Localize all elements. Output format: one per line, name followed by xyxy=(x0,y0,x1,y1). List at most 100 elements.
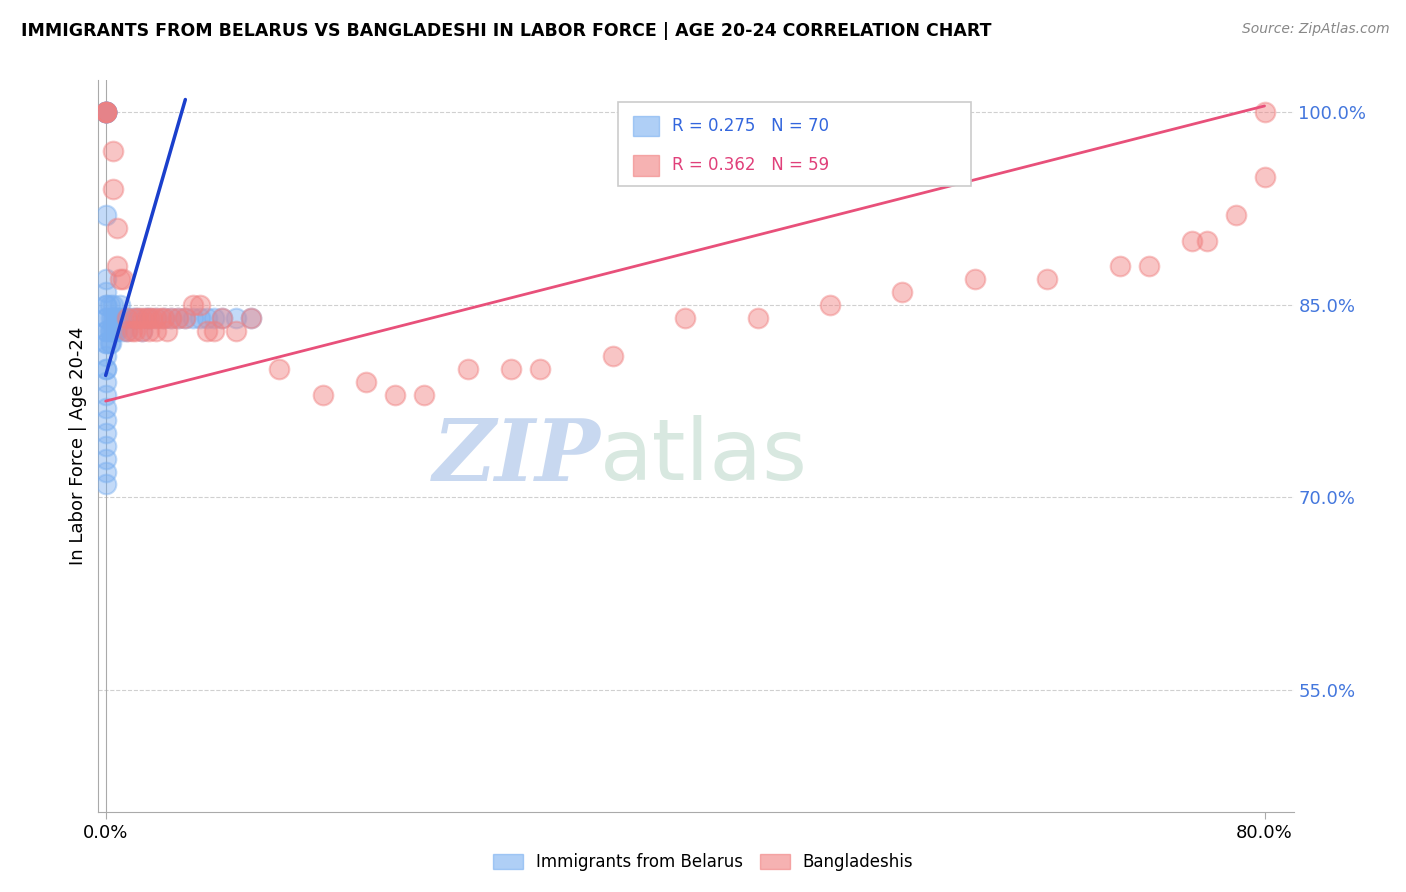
Point xyxy=(101,182,124,196)
Point xyxy=(94,105,117,120)
Point xyxy=(145,310,167,325)
Point xyxy=(117,324,139,338)
Point xyxy=(135,310,157,325)
Point xyxy=(131,324,153,338)
Point xyxy=(94,105,117,120)
Point xyxy=(94,426,117,441)
Point xyxy=(121,324,143,338)
Point xyxy=(181,310,204,325)
Point xyxy=(103,310,125,325)
Point xyxy=(108,272,131,286)
Point xyxy=(105,324,128,338)
Point xyxy=(356,375,378,389)
Point xyxy=(413,387,436,401)
Point xyxy=(145,324,167,338)
Point xyxy=(98,298,121,312)
Point xyxy=(94,105,117,120)
Point xyxy=(1137,260,1160,274)
Point xyxy=(101,324,124,338)
Point xyxy=(112,324,135,338)
Point xyxy=(94,413,117,427)
Point xyxy=(112,272,135,286)
Text: R = 0.362   N = 59: R = 0.362 N = 59 xyxy=(672,156,830,174)
Point xyxy=(160,310,183,325)
Point xyxy=(1253,105,1275,120)
Point xyxy=(195,310,218,325)
Point xyxy=(127,310,149,325)
Point xyxy=(100,324,122,338)
Point xyxy=(94,105,117,120)
Point xyxy=(1181,234,1204,248)
Point xyxy=(117,310,139,325)
Point xyxy=(100,336,122,351)
Point xyxy=(103,324,125,338)
Point xyxy=(1108,260,1130,274)
Point xyxy=(100,310,122,325)
Point xyxy=(131,310,153,325)
Point xyxy=(98,324,121,338)
Point xyxy=(94,465,117,479)
Point xyxy=(1225,208,1247,222)
Point xyxy=(145,310,167,325)
Point xyxy=(94,401,117,415)
Point xyxy=(312,387,335,401)
Point xyxy=(112,310,135,325)
Point xyxy=(101,144,124,158)
Point xyxy=(138,310,160,325)
Text: ZIP: ZIP xyxy=(433,415,600,499)
Point xyxy=(94,285,117,299)
Point xyxy=(124,324,146,338)
Text: R = 0.275   N = 70: R = 0.275 N = 70 xyxy=(672,117,830,135)
Point xyxy=(94,451,117,466)
Point xyxy=(138,310,160,325)
Point xyxy=(94,298,117,312)
Point xyxy=(131,324,153,338)
Point xyxy=(94,105,117,120)
Point xyxy=(501,362,523,376)
Point xyxy=(211,310,233,325)
Point xyxy=(602,349,624,363)
Point xyxy=(167,310,190,325)
Point xyxy=(94,105,117,120)
Point xyxy=(239,310,262,325)
Point xyxy=(225,324,247,338)
Point xyxy=(94,336,117,351)
Point xyxy=(225,310,247,325)
Point xyxy=(202,310,225,325)
Point xyxy=(94,310,117,325)
Point xyxy=(94,439,117,453)
Point xyxy=(121,310,143,325)
Text: atlas: atlas xyxy=(600,416,808,499)
Point xyxy=(94,105,117,120)
Point xyxy=(94,105,117,120)
Point xyxy=(155,324,177,338)
Point xyxy=(94,387,117,401)
Point xyxy=(117,310,139,325)
Point xyxy=(108,310,131,325)
FancyBboxPatch shape xyxy=(619,103,972,186)
Point xyxy=(94,362,117,376)
Point xyxy=(1253,169,1275,184)
Point xyxy=(188,310,211,325)
Point xyxy=(124,310,146,325)
Point xyxy=(94,362,117,376)
Point xyxy=(101,310,124,325)
Point xyxy=(94,324,117,338)
Point xyxy=(104,310,127,325)
Point xyxy=(384,387,406,401)
Point xyxy=(529,362,551,376)
Point xyxy=(104,324,127,338)
Point xyxy=(747,310,769,325)
Point xyxy=(105,310,128,325)
Text: IMMIGRANTS FROM BELARUS VS BANGLADESHI IN LABOR FORCE | AGE 20-24 CORRELATION CH: IMMIGRANTS FROM BELARUS VS BANGLADESHI I… xyxy=(21,22,991,40)
Point xyxy=(124,310,146,325)
Point xyxy=(818,298,841,312)
Point xyxy=(107,310,129,325)
Point xyxy=(202,324,225,338)
Point xyxy=(94,349,117,363)
FancyBboxPatch shape xyxy=(633,155,659,176)
Point xyxy=(94,324,117,338)
Point xyxy=(94,105,117,120)
Point xyxy=(101,298,124,312)
Point xyxy=(127,310,149,325)
